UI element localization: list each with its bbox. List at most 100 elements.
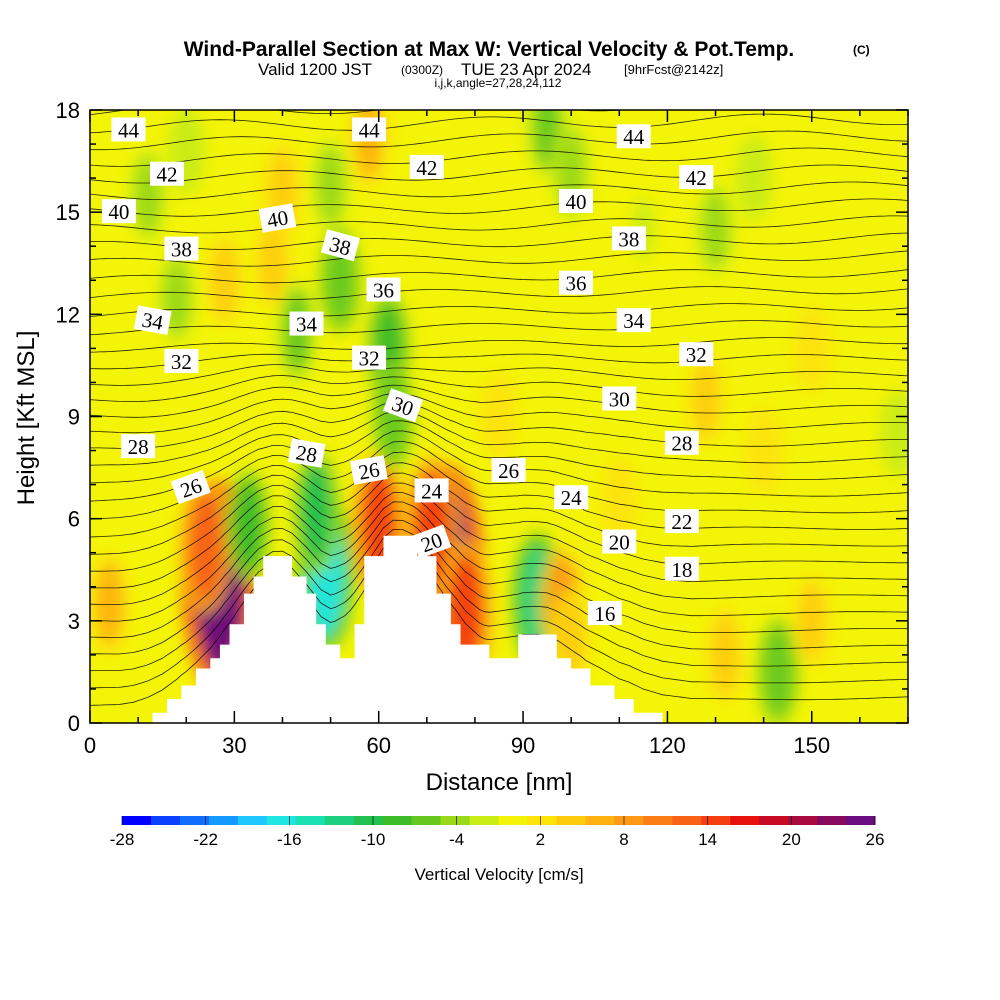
theta-contour-line [90,147,908,167]
contour-label-background [121,434,156,459]
contour-label: 26 [170,469,211,505]
contour-label: 44 [111,117,146,142]
theta-contour-line [90,462,908,555]
contour-label-text: 26 [498,459,519,483]
plot-area: 4442403834322826444240383634323028262420… [90,110,908,723]
contour-label-text: 40 [108,200,129,224]
contour-label-background [350,455,388,485]
theta-contour-line [90,130,908,151]
contour-label: 40 [258,203,297,233]
contour-label-text: 42 [416,156,437,180]
theta-contour-line [90,215,908,234]
velocity-core [712,615,738,694]
y-tick-label: 6 [68,507,80,532]
contour-label: 18 [664,556,699,582]
colorbar-tick-label: -4 [449,830,464,849]
theta-contour-line [90,286,908,300]
contour-label-background [558,270,593,295]
contour-label-text: 28 [128,435,149,459]
colorbar-tick-label: 14 [698,830,717,849]
contour-label: 24 [414,478,449,503]
contour-label: 26 [350,455,388,485]
copyright-mark: (C) [853,43,870,57]
colorbar-swatch [672,816,702,825]
theta-contour-line [90,410,908,466]
contour-label-text: 40 [565,190,586,214]
y-tick-label: 18 [56,98,80,123]
y-tick-label: 0 [68,711,80,736]
contour-label-background [289,311,324,336]
colorbar-tick-label: -22 [193,830,218,849]
colorbar-swatch [382,816,413,825]
theta-contour-line [90,181,908,200]
colorbar-swatch [614,816,644,825]
contour-label-text: 32 [359,347,380,371]
theta-contour-line [90,198,908,217]
velocity-core [95,562,123,646]
theta-contour-line [90,492,908,606]
contour-label: 28 [664,430,699,456]
velocity-core [764,628,792,716]
theta-contour-line [90,250,908,267]
colorbar-tick-label: 26 [866,830,885,849]
contour-label-text: 28 [671,432,692,456]
contour-label: 36 [366,277,401,302]
theta-contour-line [90,538,908,689]
contour-label-background [133,305,172,335]
contour-label-background [679,165,714,190]
contour-label-text: 32 [686,343,707,367]
velocity-core [558,598,584,677]
x-tick-label: 150 [793,733,830,758]
theta-contour-line [90,353,908,370]
contour-label-background [414,478,449,503]
forecast-tag: [9hrFcst@2142z] [624,62,723,77]
contour-label-background [611,226,646,251]
contour-label-background [352,117,387,142]
y-axis-label: Height [Kft MSL] [13,331,40,506]
colorbar-swatch [643,816,673,825]
contour-label-text: 38 [618,227,639,251]
colorbar-swatch [237,816,268,825]
contour-label-text: 44 [623,125,645,149]
colorbar-tick-label: -28 [110,830,135,849]
contour-label-background [411,524,452,559]
contour-label-background [491,457,526,482]
contour-label-background [664,556,699,581]
contour-label: 38 [611,226,646,251]
contour-label: 20 [602,529,637,555]
colorbar-swatch [817,816,847,825]
theta-contour-line [90,501,908,622]
contour-label: 32 [352,345,387,371]
velocity-core [234,479,264,572]
theta-contour-line [90,164,908,184]
colorbar-swatch [759,816,789,825]
contour-label: 32 [679,342,714,367]
colorbar-swatch [498,816,528,825]
contour-label-text: 36 [565,272,586,296]
valid-utc: (0300Z) [401,63,443,77]
contour-label-text: 34 [140,308,165,335]
colorbar-swatch [469,816,499,825]
contour-label-background [320,229,360,262]
velocity-core [607,467,631,537]
theta-contour-line [90,320,908,336]
y-tick-label: 15 [56,200,80,225]
theta-contour-line [90,482,908,589]
contour-label-background [258,203,297,233]
theta-contour-line [90,303,908,317]
contour-label: 42 [409,154,444,180]
contour-label: 36 [558,270,593,296]
contour-label: 32 [164,349,199,374]
y-tick-label: 12 [56,302,80,327]
contour-label: 40 [101,199,136,224]
contour-label: 42 [149,161,184,187]
theta-contour-line [90,440,908,520]
contour-label-background [679,342,714,367]
velocity-core [886,398,908,469]
theta-contour-line [90,384,908,418]
contour-label-background [664,509,699,534]
contour-label-background [111,117,146,142]
contour-label-text: 38 [171,238,192,262]
contour-label: 44 [352,117,387,142]
x-tick-label: 90 [511,733,535,758]
